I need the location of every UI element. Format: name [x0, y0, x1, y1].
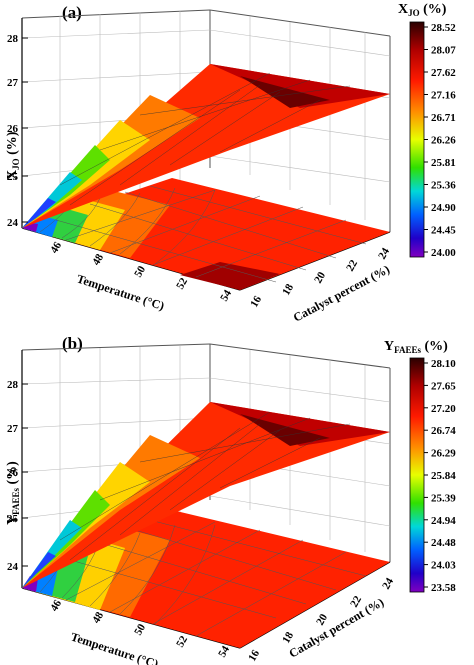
colorbar-tick-label: 26.29 [431, 448, 456, 460]
x-axis-label: Temperature (°C) [75, 272, 166, 313]
x-tick-label: 50 [132, 622, 148, 638]
panel-a: (a) [5, 2, 456, 325]
colorbar-ticks: 28.52 28.07 27.62 27.16 26.71 26.26 25.81 25.36… [424, 22, 456, 259]
z-ticks [22, 383, 28, 567]
colorbar-tick-label: 28.10 [431, 358, 456, 370]
colorbar-tick-label: 25.36 [431, 180, 456, 192]
y-tick-label: 22 [344, 258, 360, 274]
x-tick-label: 50 [132, 264, 148, 280]
response-surface [22, 402, 390, 588]
x-tick-label: 54 [216, 644, 232, 660]
z-tick-label: 27 [7, 77, 19, 89]
x-tick-label: 52 [174, 634, 190, 650]
panel-label: (b) [62, 334, 83, 353]
x-tick-label: 48 [90, 610, 106, 626]
colorbar-ticks: 28.10 27.65 27.20 26.74 26.29 25.84 25.39 24.94… [424, 358, 456, 594]
colorbar-tick-label: 24.00 [431, 247, 456, 259]
colorbar-tick-label: 24.03 [431, 560, 456, 572]
colorbar-tick-label: 27.62 [431, 67, 456, 79]
x-tick-label: 46 [48, 598, 64, 614]
y-axis-label: Catalyst percent (%) [291, 262, 392, 325]
colorbar-tick-label: 26.26 [431, 135, 456, 147]
y-tick-label: 18 [280, 282, 296, 298]
colorbar-title: YFAEEs (%) [384, 339, 448, 355]
z-tick-label: 25 [7, 513, 19, 525]
floor-contour [22, 178, 390, 290]
z-tick-label: 27 [7, 423, 19, 435]
y-tick-label: 24 [376, 246, 392, 262]
colorbar-tick-label: 24.48 [431, 537, 456, 549]
colorbar-tick-label: 27.20 [431, 403, 456, 415]
colorbar-tick-label: 27.16 [431, 90, 456, 102]
colorbar-tick-label: 28.52 [431, 22, 456, 34]
colorbar-tick-label: 25.84 [431, 470, 456, 482]
colorbar-tick-label: 23.58 [431, 582, 456, 594]
colorbar [409, 357, 425, 593]
colorbar-tick-label: 28.07 [431, 45, 456, 57]
y-tick-label: 20 [312, 270, 328, 286]
z-axis-label: YFAEEs (%) [5, 461, 21, 525]
x-tick-label: 54 [218, 288, 234, 304]
colorbar-tick-label: 27.65 [431, 380, 456, 392]
colorbar-tick-label: 24.45 [431, 225, 456, 237]
panel-b: (b) [5, 334, 456, 665]
z-tick-label: 26 [7, 467, 19, 479]
colorbar-tick-label: 26.71 [431, 112, 456, 124]
colorbar-title: XJO (%) [398, 2, 447, 18]
y-tick-label: 24 [380, 576, 396, 592]
x-tick-label: 52 [174, 276, 190, 292]
z-tick-label: 26 [7, 123, 19, 135]
floor-contour [22, 510, 390, 648]
response-surface [22, 64, 390, 228]
z-ticks [22, 37, 28, 223]
colorbar [409, 21, 425, 258]
colorbar-tick-label: 25.81 [431, 157, 456, 169]
y-tick-label: 16 [248, 294, 264, 310]
z-tick-label: 24 [7, 561, 19, 573]
colorbar-tick-label: 25.39 [431, 492, 456, 504]
panel-label: (a) [62, 3, 82, 22]
x-tick-label: 46 [48, 240, 64, 256]
colorbar-tick-label: 24.94 [431, 515, 456, 527]
z-tick-label: 28 [7, 379, 19, 391]
x-tick-label: 48 [90, 252, 106, 268]
z-tick-label: 24 [7, 217, 19, 229]
y-tick-label: 16 [246, 648, 262, 664]
x-axis-label: Temperature (°C) [69, 630, 160, 665]
colorbar-tick-label: 24.90 [431, 202, 456, 214]
z-tick-label: 28 [7, 33, 19, 45]
z-axis-label: XJO (%) [5, 131, 21, 180]
colorbar-tick-label: 26.74 [431, 425, 456, 437]
z-tick-label: 25 [7, 171, 19, 183]
